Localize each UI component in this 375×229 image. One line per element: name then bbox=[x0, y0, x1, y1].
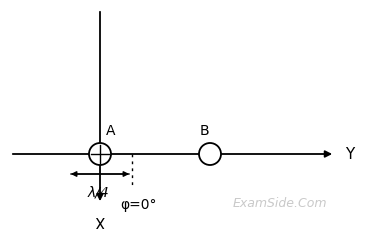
Text: ExamSide.Com: ExamSide.Com bbox=[233, 196, 327, 209]
Text: A: A bbox=[106, 123, 116, 137]
Text: B: B bbox=[199, 123, 209, 137]
Text: λ/4: λ/4 bbox=[87, 185, 109, 199]
Text: Y: Y bbox=[345, 147, 354, 162]
Text: X: X bbox=[95, 217, 105, 229]
Circle shape bbox=[199, 143, 221, 165]
Text: φ=0°: φ=0° bbox=[120, 197, 156, 211]
Circle shape bbox=[89, 143, 111, 165]
